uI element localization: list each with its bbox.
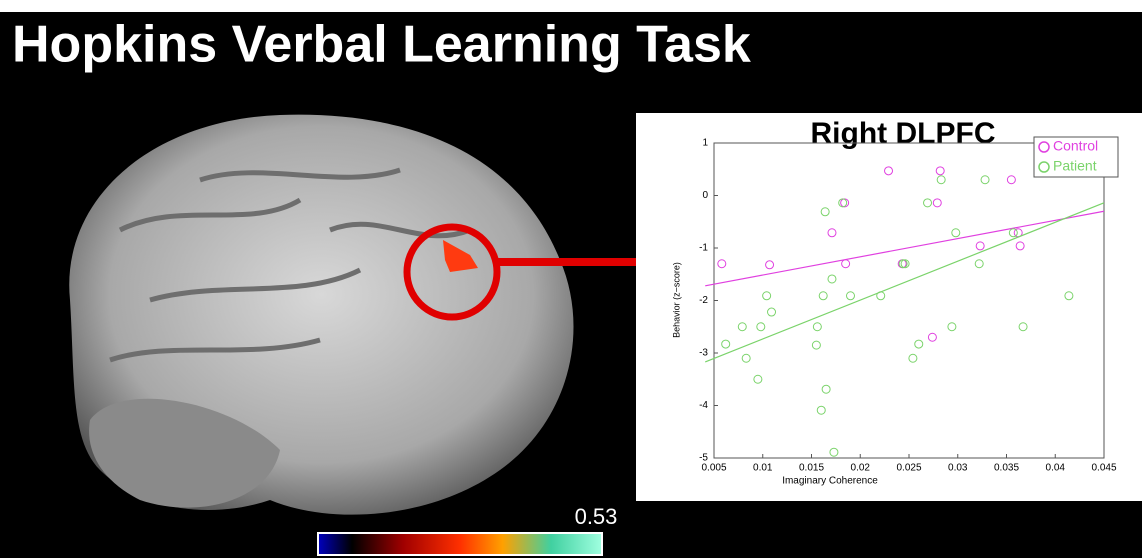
slide: Hopkins Verbal Learning Task 0.53 Right … <box>0 0 1142 558</box>
colorbar <box>318 533 602 555</box>
top-border <box>0 0 1142 12</box>
x-tick-label: 0.04 <box>1046 463 1066 474</box>
y-tick-label: -3 <box>699 348 708 359</box>
y-tick-label: 0 <box>702 190 708 201</box>
legend-label: Control <box>1053 138 1098 154</box>
y-tick-label: -2 <box>699 295 708 306</box>
x-tick-label: 0.035 <box>994 463 1019 474</box>
y-tick-label: -1 <box>699 243 708 254</box>
y-axis-label: Behavior (z−score) <box>671 262 681 338</box>
legend-label: Patient <box>1053 158 1097 174</box>
brain-image <box>69 115 636 515</box>
y-tick-label: 1 <box>702 138 708 149</box>
x-tick-label: 0.01 <box>753 463 773 474</box>
y-tick-label: -5 <box>699 453 708 464</box>
page: Hopkins Verbal Learning Task 0.53 Right … <box>0 0 1142 558</box>
x-tick-label: 0.015 <box>799 463 824 474</box>
x-tick-label: 0.02 <box>851 463 871 474</box>
x-tick-label: 0.005 <box>701 463 726 474</box>
x-tick-label: 0.025 <box>896 463 921 474</box>
x-tick-label: 0.045 <box>1091 463 1116 474</box>
colorbar-max: 0.53 <box>575 504 618 529</box>
x-tick-label: 0.03 <box>948 463 968 474</box>
chart-title: Right DLPFC <box>811 117 996 150</box>
slide-title: Hopkins Verbal Learning Task <box>12 16 751 74</box>
y-tick-label: -4 <box>699 400 708 411</box>
x-axis-label: Imaginary Coherence <box>782 476 878 487</box>
